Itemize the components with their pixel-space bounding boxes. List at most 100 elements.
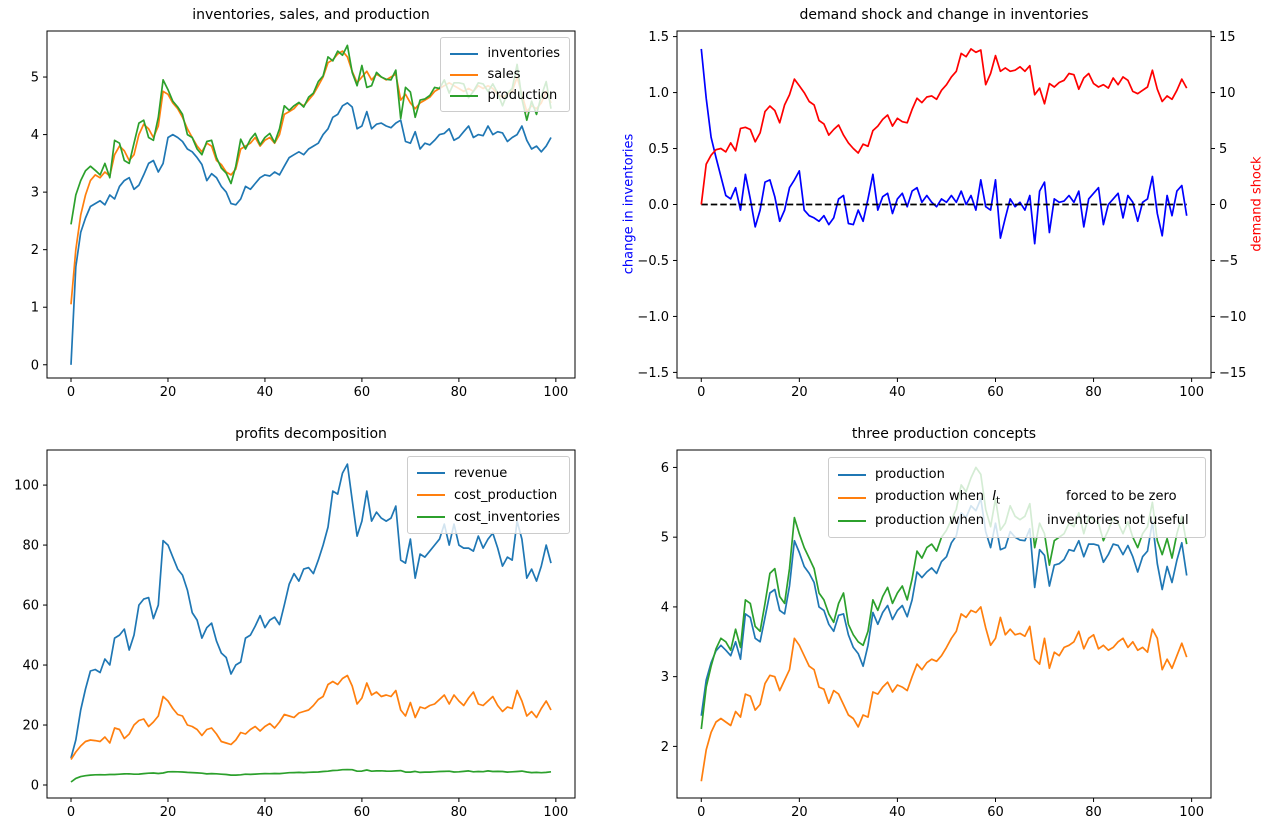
x-tick-label: 100 [543, 385, 568, 400]
y-tick-label: 40 [22, 659, 39, 674]
legend-label-text: inventories not useful [1047, 513, 1189, 528]
y-tick-label: 15 [1219, 30, 1236, 45]
legend-line-swatch [838, 496, 866, 499]
legend-row: production when It forced to be zero [838, 486, 1196, 509]
x-tick-label: 80 [1085, 805, 1102, 820]
y-tick-label: 10 [1219, 86, 1236, 101]
legend-row: sales [450, 64, 560, 85]
chart-2: 0 20 40 60 80 100 0 20 40 60 80 100 [14, 449, 576, 820]
y-tick-label: −10 [1219, 310, 1246, 325]
y-tick-label: −0.5 [637, 254, 669, 269]
axes-spines [676, 449, 1212, 799]
legend-label-text: production [875, 467, 945, 482]
series-revenue [70, 463, 552, 759]
y-tick-label: −1.5 [637, 366, 669, 381]
series-production [700, 497, 1188, 716]
y-tick-label: 5 [661, 531, 669, 546]
x-tick-label: 40 [257, 805, 274, 820]
legend-label-text: forced to be zero [1066, 488, 1177, 504]
y-tick-label: 3 [31, 186, 39, 201]
title-demand-shock-change-inventories: demand shock and change in inventories [799, 7, 1089, 23]
legend-label: inventories [487, 46, 560, 61]
legend-line-swatch [838, 473, 866, 476]
title-three-production-concepts: three production concepts [851, 426, 1037, 442]
y-tick-label: 1 [31, 301, 39, 316]
legend-label: production when It forced to be zero [875, 489, 1196, 507]
y-tick-label: 2 [31, 243, 39, 258]
legend-label: cost_inventories [453, 509, 560, 525]
y-tick-label: 100 [14, 479, 39, 494]
x-tick-label: 60 [987, 385, 1004, 400]
x-tick-label: 20 [160, 385, 177, 400]
y-tick-label: 4 [661, 600, 669, 615]
y-tick-label: 1.0 [648, 86, 669, 101]
y-tick-label: 1.5 [648, 30, 669, 45]
x-tick-label: 60 [354, 385, 371, 400]
y-tick-label: 60 [22, 599, 39, 614]
axes-spines [46, 449, 576, 799]
y-tick-label: −15 [1219, 366, 1246, 381]
legend-label: revenue [453, 465, 508, 481]
axes-spines [46, 30, 576, 379]
legend-line-swatch [416, 516, 445, 518]
x-tick-label: 60 [354, 805, 371, 820]
legend-line-swatch [416, 494, 445, 496]
math-I-sub-t: It [992, 488, 1001, 507]
title-profits-decomposition: profits decomposition [235, 426, 387, 442]
y-tick-label: 80 [22, 539, 39, 554]
series-cost-production [70, 674, 552, 760]
series-change-in-inventories [700, 48, 1188, 245]
legend-bottom-right: production production when It forced to b… [828, 457, 1206, 538]
legend-label-text: production when [875, 513, 985, 528]
legend-row: cost_production [416, 484, 560, 506]
legend-bottom-left: revenue cost_production cost_inventories [406, 456, 570, 534]
legend-line-swatch [450, 52, 479, 55]
legend-row: production when inventories not useful [838, 509, 1196, 532]
x-tick-label: 20 [791, 805, 808, 820]
legend-line-swatch [450, 73, 479, 76]
legend-label: sales [487, 67, 521, 82]
series-inventories [70, 102, 552, 365]
x-tick-label: 60 [987, 805, 1004, 820]
y-tick-label: 0 [31, 358, 39, 373]
y-tick-label: 0 [31, 779, 39, 794]
legend-row: production [450, 85, 560, 106]
legend-row: cost_inventories [416, 506, 560, 528]
legend-row: inventories [450, 43, 560, 64]
y-tick-label: 2 [661, 740, 669, 755]
y-tick-label: 0.5 [648, 142, 669, 157]
y-tick-label: 4 [31, 128, 39, 143]
y-tick-label: 0.0 [648, 198, 669, 213]
x-tick-label: 0 [67, 805, 75, 820]
series-demand-shock [700, 48, 1188, 205]
legend-label: production [487, 88, 558, 103]
series-production-when-i-t-forced-to-be-zero [700, 606, 1188, 782]
x-tick-label: 40 [889, 385, 906, 400]
x-tick-label: 40 [257, 385, 274, 400]
legend-label: production when inventories not useful [875, 513, 1196, 528]
x-tick-label: 100 [1179, 805, 1204, 820]
title-inventories-sales-production: inventories, sales, and production [192, 7, 430, 23]
legend-label: cost_production [453, 487, 558, 503]
series-cost-inventories [70, 768, 552, 783]
y-tick-label: −5 [1219, 254, 1238, 269]
x-tick-label: 100 [543, 805, 568, 820]
legend-top-left: inventories sales production [440, 37, 570, 112]
legend-label-text: production when [875, 488, 993, 504]
x-tick-label: 0 [697, 385, 705, 400]
chart-1: 0 20 40 60 80 1001.51.00.50.0−0.5−1.0−1.51510… [637, 30, 1246, 400]
x-tick-label: 80 [451, 805, 468, 820]
legend-label: production [875, 467, 1196, 482]
x-tick-label: 20 [791, 385, 808, 400]
legend-row: revenue [416, 462, 560, 484]
y-tick-label: 5 [1219, 142, 1227, 157]
legend-line-swatch [416, 472, 445, 474]
y-tick-label: 20 [22, 719, 39, 734]
x-tick-label: 80 [451, 385, 468, 400]
legend-row: production [838, 463, 1196, 486]
y-tick-label: 3 [661, 670, 669, 685]
x-tick-label: 0 [67, 385, 75, 400]
right-axis-label-demand-shock: demand shock [1249, 156, 1265, 252]
